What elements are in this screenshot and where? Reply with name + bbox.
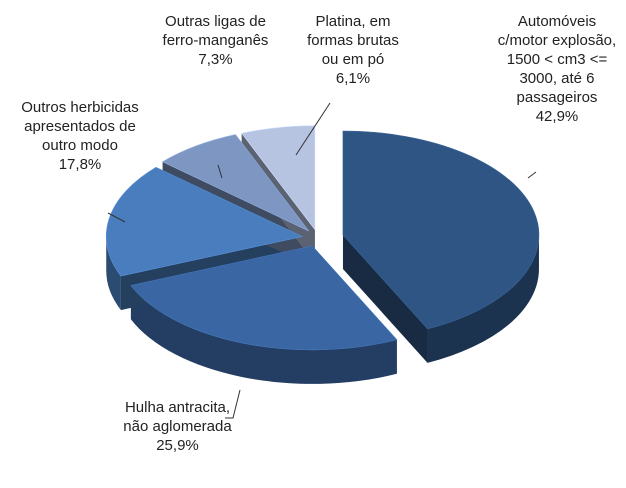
leader-line	[225, 389, 241, 419]
slice-side	[130, 285, 397, 384]
slice-label: Automóveis c/motor explosão, 1500 < cm3 …	[492, 12, 622, 126]
leader-line	[217, 164, 223, 179]
slice-side	[427, 234, 539, 363]
leaders	[107, 102, 537, 419]
slice	[105, 166, 304, 277]
value-label: 25,9%	[156, 437, 199, 454]
slice-label: Hulha antracita, não aglomerada 25,9%	[120, 398, 235, 455]
category-label: Platina, em formas brutas ou em pó	[307, 13, 399, 68]
slice-side	[106, 236, 121, 311]
leader-line	[295, 102, 331, 156]
category-label: Outras ligas de ferro-manganês	[162, 13, 269, 49]
leader-line	[527, 171, 537, 179]
slice	[161, 134, 310, 232]
value-label: 42,9%	[535, 108, 579, 125]
category-label: Automóveis c/motor explosão, 1500 < cm3 …	[497, 13, 617, 106]
category-label: Outros herbicidas apresentados de outro …	[21, 99, 139, 154]
slice-tops	[105, 125, 540, 351]
slice	[130, 245, 398, 351]
value-label: 6,1%	[335, 70, 371, 87]
slice-label: Platina, em formas brutas ou em pó 6,1%	[297, 12, 409, 88]
category-label: Hulha antracita, não aglomerada	[123, 399, 232, 435]
slice-label: Outros herbicidas apresentados de outro …	[10, 98, 150, 174]
value-label: 7,3%	[198, 51, 233, 68]
slices	[105, 125, 540, 384]
value-label: 17,8%	[58, 156, 102, 173]
slice-label: Outras ligas de ferro-manganês 7,3%	[148, 12, 283, 69]
slice	[342, 130, 540, 330]
slice-wall	[342, 234, 428, 363]
leader-line	[107, 212, 126, 223]
